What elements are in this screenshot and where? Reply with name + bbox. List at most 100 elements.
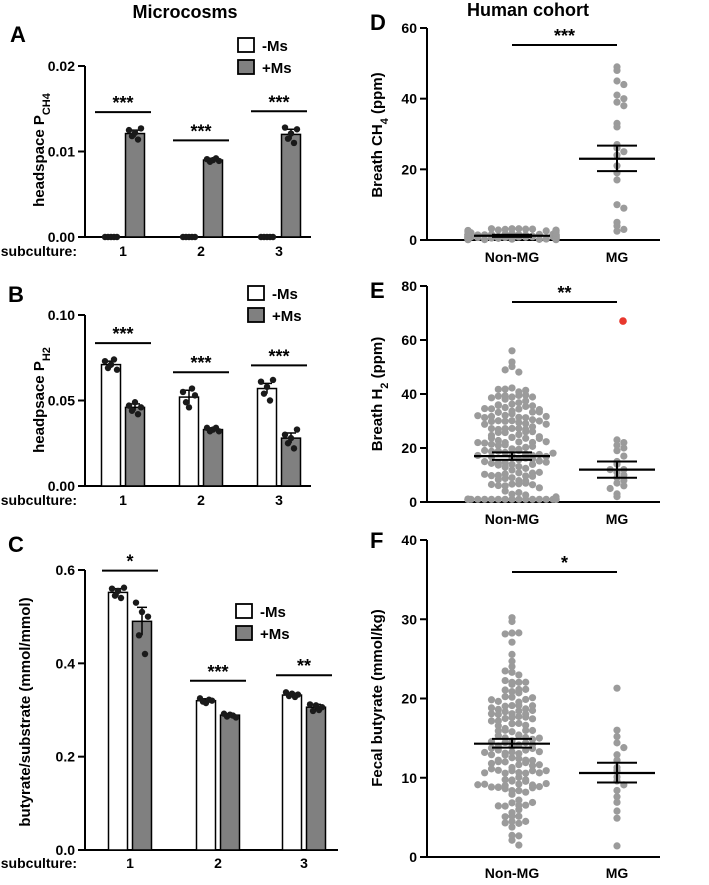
data-point-B--Ms-3-3 [266, 397, 274, 404]
data-point-E-Non-MG-16 [528, 495, 537, 503]
data-point-D-MG-3 [620, 80, 628, 89]
data-point-E-MG-4 [613, 447, 621, 455]
data-point-D-MG-1 [613, 66, 621, 74]
data-point-E-Non-MG-32 [515, 489, 523, 497]
data-point-E-Non-MG-30 [535, 495, 543, 503]
data-point-E-Non-MG-81 [528, 428, 537, 436]
data-point-E-Non-MG-70 [474, 495, 482, 503]
category-label-B-1: 2 [197, 492, 205, 508]
data-point-F-Non-MG-97 [501, 702, 509, 710]
category-label-A-2: 3 [275, 243, 283, 259]
category-label-A-0: 1 [119, 243, 127, 259]
data-point-E-Non-MG-91 [501, 441, 509, 449]
data-point-F-Non-MG-78 [515, 671, 523, 679]
bar-B-+Ms-1 [124, 406, 146, 487]
data-point-E-Non-MG-87 [501, 482, 509, 490]
data-point-F-Non-MG-130 [487, 717, 496, 725]
category-label-F-1: MG [606, 865, 629, 881]
data-point-D-MG-20 [613, 222, 621, 230]
data-point-F-Non-MG-27 [522, 721, 530, 729]
data-point-E-Non-MG-27 [508, 407, 516, 415]
data-point-F-Non-MG-57 [501, 769, 509, 777]
data-point-A-+Ms-3-2 [287, 130, 295, 137]
data-point-E-Non-MG-3 [508, 393, 516, 401]
data-point-E-Non-MG-165 [528, 472, 537, 480]
data-point-D-Non-MG-17 [515, 225, 523, 233]
data-point-F-Non-MG-44 [501, 781, 509, 790]
data-point-E-Non-MG-71 [501, 395, 509, 403]
data-point-E-Non-MG-21 [508, 460, 516, 469]
data-point-E-Non-MG-78 [528, 408, 537, 416]
data-point-F-Non-MG-39 [508, 680, 516, 688]
significance-label-A-0: *** [112, 93, 133, 113]
legend-label-C-0: -Ms [260, 604, 286, 621]
data-point-C-+Ms-1-0 [132, 599, 140, 606]
y-tick-label-F-4: 40 [401, 532, 417, 548]
bar-C-+Ms-1 [131, 620, 153, 851]
data-point-E-Non-MG-82 [487, 412, 496, 421]
data-point-E-Non-MG-113 [494, 425, 502, 434]
category-label-E-0: Non-MG [485, 511, 540, 527]
data-point-A--Ms-2-4 [191, 233, 199, 241]
legend-label-B-1: +Ms [272, 308, 302, 325]
y-tick-label-F-0: 0 [409, 849, 417, 865]
y-axis-label-text: butyrate/substrate (mmol/mmol) [17, 597, 34, 826]
data-point-C--Ms-1-3 [117, 594, 125, 602]
data-point-F-Non-MG-25 [515, 707, 523, 715]
y-axis-label-text: Fecal butyrate (mmol/kg) [369, 609, 386, 787]
y-axis-label-text: headpsace P [31, 361, 48, 453]
bar-A-+Ms-1 [124, 132, 146, 238]
data-point-C-+Ms-1-3 [141, 650, 149, 658]
y-tick-label-D-0: 0 [409, 232, 417, 248]
y-tick-label-D-1: 20 [401, 161, 417, 177]
legend-swatch-C-1 [235, 625, 253, 641]
bar-C--Ms-3 [281, 694, 303, 851]
data-point-F-Non-MG-94 [508, 831, 516, 840]
y-axis-label-subscript: 4 [379, 117, 391, 124]
y-axis-label-D: Breath CH4 (ppm) [369, 72, 391, 197]
data-point-E-Non-MG-14 [515, 419, 523, 427]
data-point-F-Non-MG-149 [501, 630, 509, 638]
data-point-F-Non-MG-121 [494, 697, 502, 705]
data-point-E-MG-2 [613, 441, 621, 449]
data-point-F-Non-MG-20 [508, 763, 516, 772]
data-point-F-Non-MG-4 [508, 693, 516, 701]
category-label-A-1: 2 [197, 243, 205, 259]
data-point-F-Non-MG-118 [528, 706, 537, 715]
legend-label-C-1: +Ms [260, 626, 290, 643]
y-axis-label-text: Breath CH [369, 124, 386, 197]
data-point-E-Non-MG-18 [515, 469, 523, 477]
data-point-E-Non-MG-22 [508, 490, 516, 498]
data-point-C-+Ms-3-0 [306, 701, 314, 708]
data-point-E-Non-MG-35 [515, 463, 523, 471]
data-point-B-+Ms-1-3 [134, 410, 142, 418]
y-tick-label-C-3: 0.6 [56, 562, 76, 578]
data-point-F-MG-1 [613, 726, 621, 734]
data-point-F-Non-MG-54 [522, 788, 530, 796]
data-point-E-MG-5 [620, 452, 628, 460]
y-tick-label-D-3: 60 [401, 20, 417, 36]
data-point-F-Non-MG-133 [487, 744, 496, 752]
data-point-B-+Ms-3-2 [287, 434, 295, 442]
data-point-B-+Ms-1-2 [131, 399, 139, 406]
data-point-C--Ms-1-1 [111, 592, 119, 599]
data-point-F-Non-MG-69 [522, 769, 530, 777]
data-point-E-Non-MG-57 [508, 474, 516, 482]
data-point-E-Non-MG-123 [487, 424, 496, 433]
data-point-F-Non-MG-108 [481, 780, 489, 788]
legend-label-B-0: -Ms [272, 286, 298, 303]
data-point-E-Non-MG-104 [522, 425, 530, 433]
data-point-E-Non-MG-31 [508, 424, 516, 433]
data-point-F-Non-MG-65 [508, 812, 516, 820]
data-point-E-Non-MG-135 [487, 431, 496, 440]
data-point-F-Non-MG-19 [508, 777, 516, 785]
data-point-F-Non-MG-37 [515, 678, 523, 686]
data-point-E-Non-MG-92 [522, 443, 530, 451]
data-point-F-Non-MG-137 [487, 710, 496, 718]
data-point-B-+Ms-3-4 [293, 426, 301, 433]
data-point-F-Non-MG-90 [515, 812, 523, 820]
data-point-E-Non-MG-109 [522, 386, 530, 394]
data-point-D-MG-2 [613, 77, 621, 85]
data-point-F-Non-MG-127 [487, 696, 496, 704]
